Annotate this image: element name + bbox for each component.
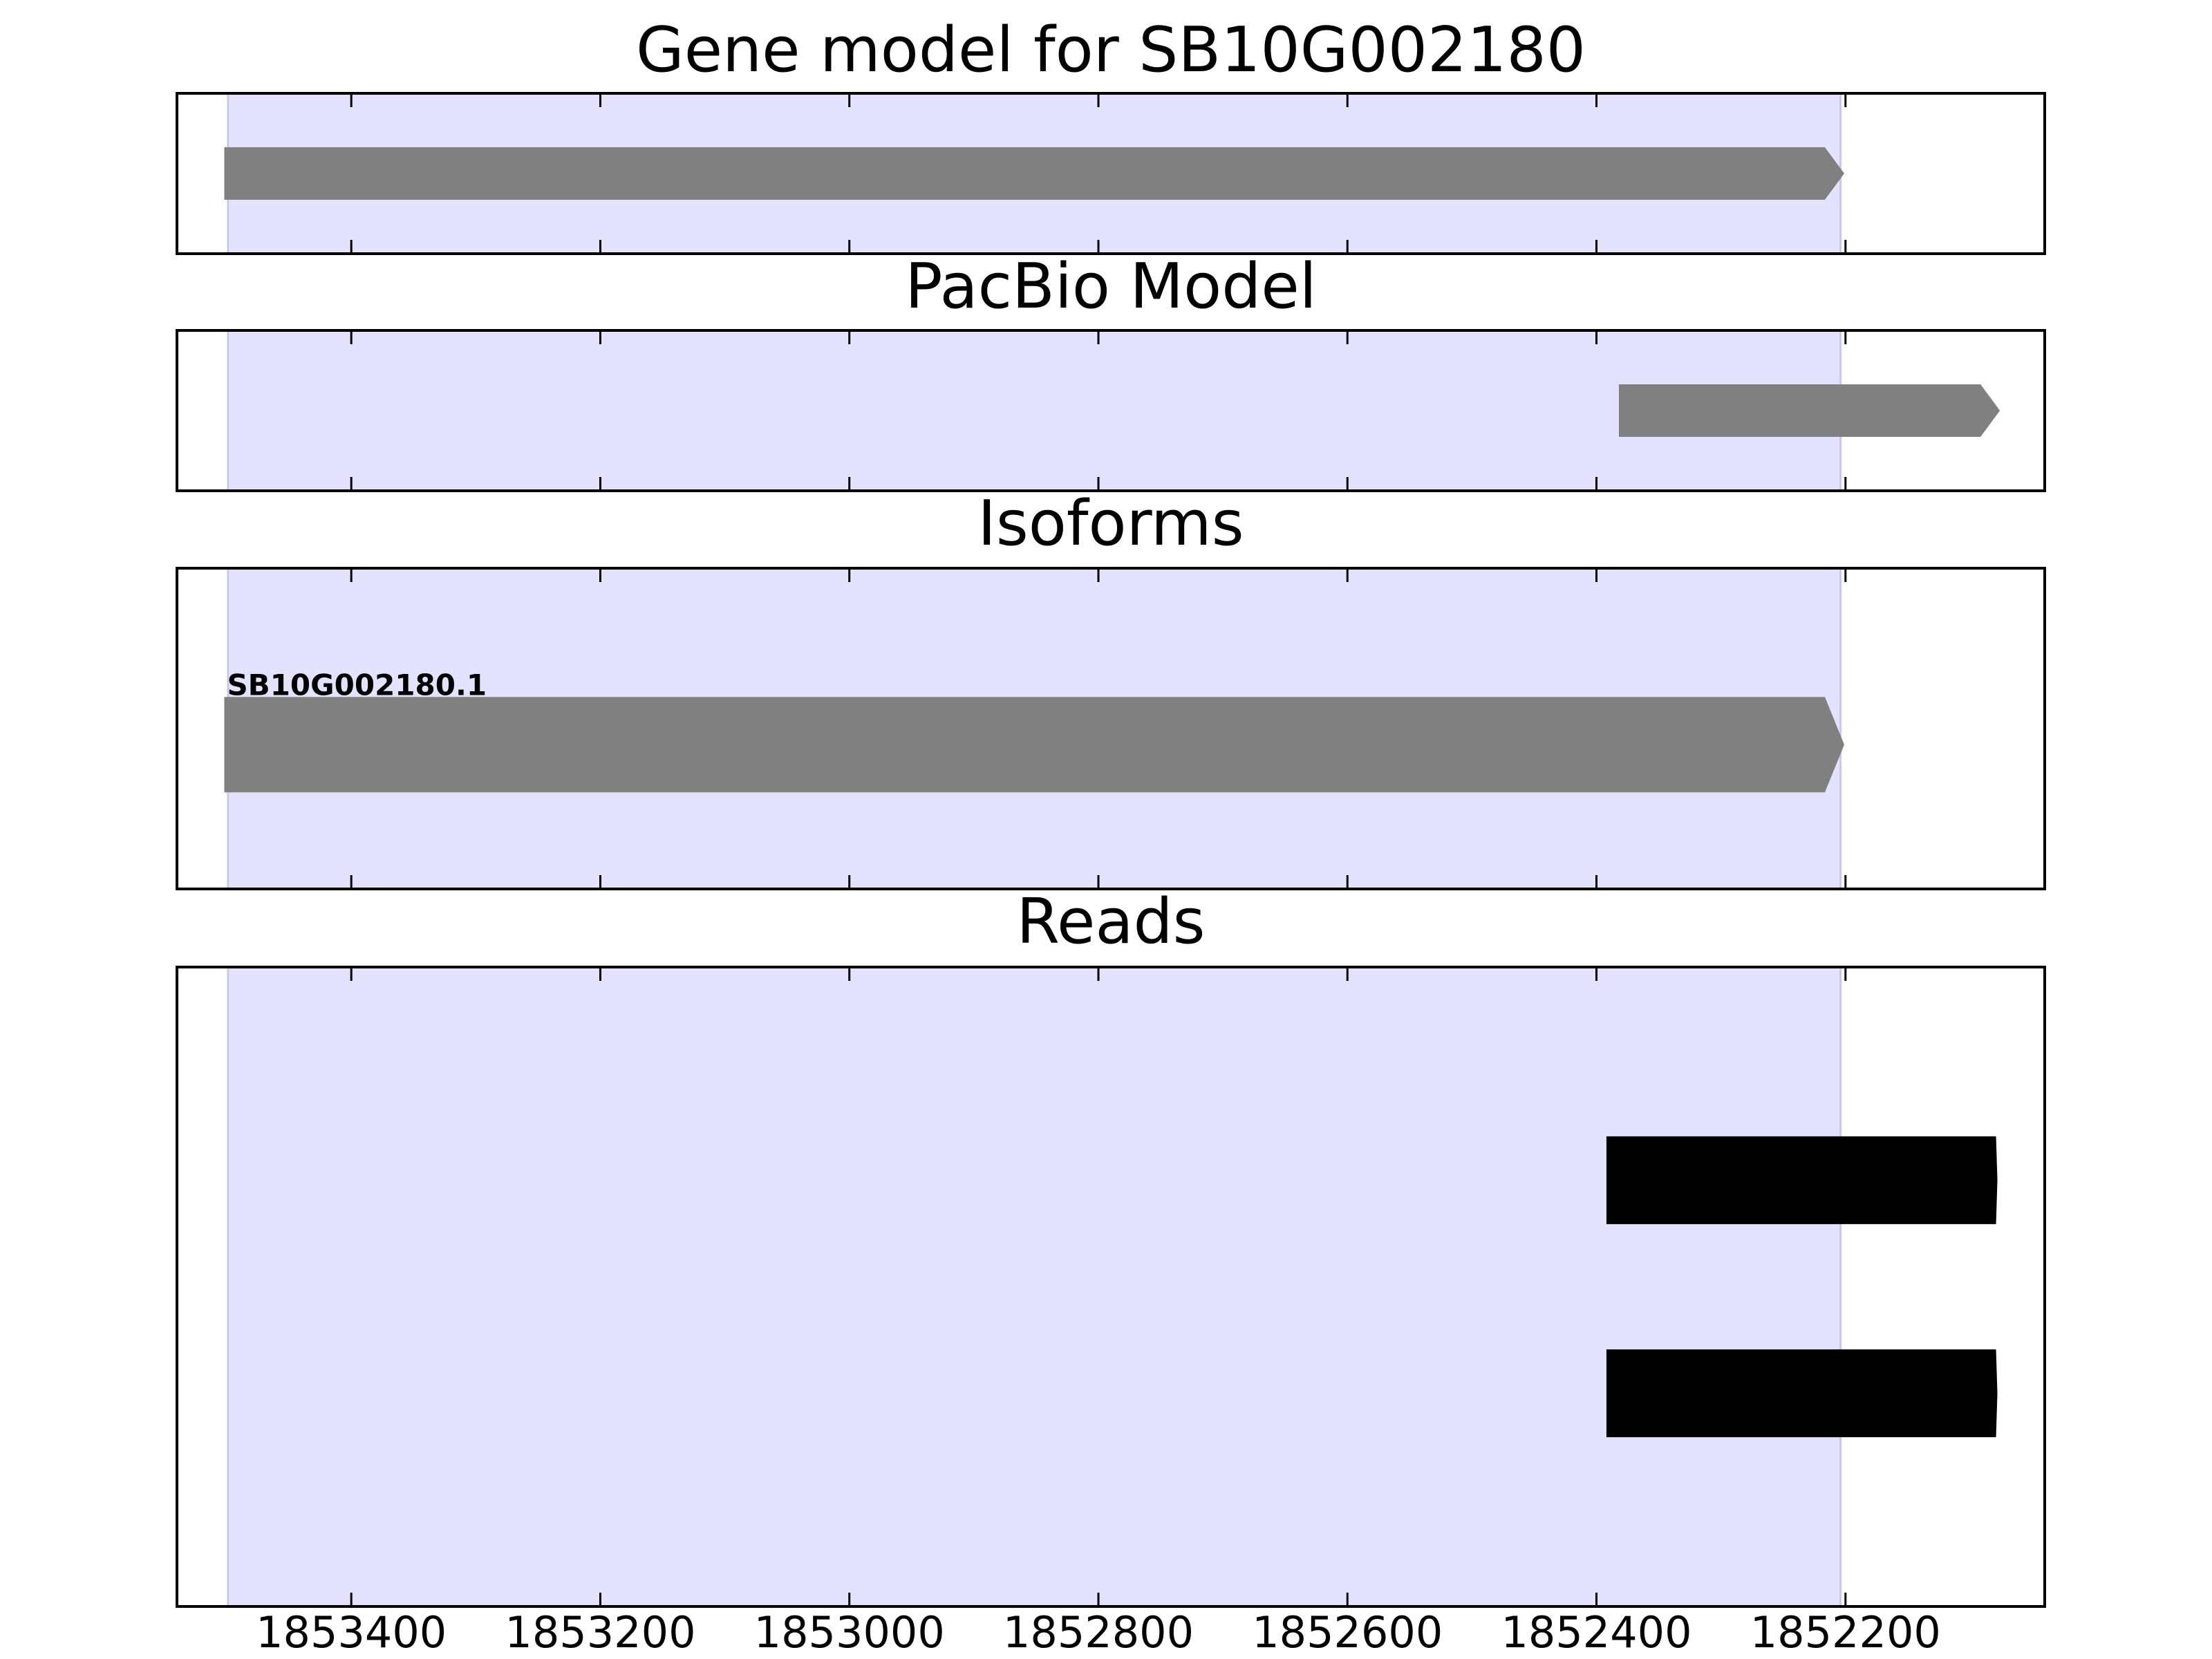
feature-label: SB10G002180.1	[227, 668, 487, 702]
panel-frame	[176, 329, 2046, 492]
x-tick-label: 1852800	[1003, 1607, 1194, 1658]
track-title: Reads	[1016, 885, 1205, 958]
track-title: PacBio Model	[905, 250, 1317, 323]
feature	[224, 697, 1844, 793]
feature	[1606, 1349, 1998, 1438]
panel-frame	[176, 966, 2046, 1608]
feature	[224, 147, 1844, 200]
x-tick-label: 1852600	[1252, 1607, 1443, 1658]
feature	[1606, 1136, 1998, 1224]
highlight-region	[227, 966, 1842, 1608]
track-title: Isoforms	[977, 487, 1244, 560]
x-tick-label: 1853200	[505, 1607, 695, 1658]
x-tick-label: 1852400	[1501, 1607, 1691, 1658]
track-title: Gene model for SB10G002180	[636, 14, 1586, 86]
panel-frame	[176, 567, 2046, 890]
x-tick-label: 1853000	[754, 1607, 945, 1658]
x-tick-label: 1852200	[1750, 1607, 1941, 1658]
x-tick-label: 1853400	[256, 1607, 447, 1658]
panel-frame	[176, 92, 2046, 255]
feature	[1618, 384, 2000, 437]
highlight-region	[227, 329, 1842, 492]
